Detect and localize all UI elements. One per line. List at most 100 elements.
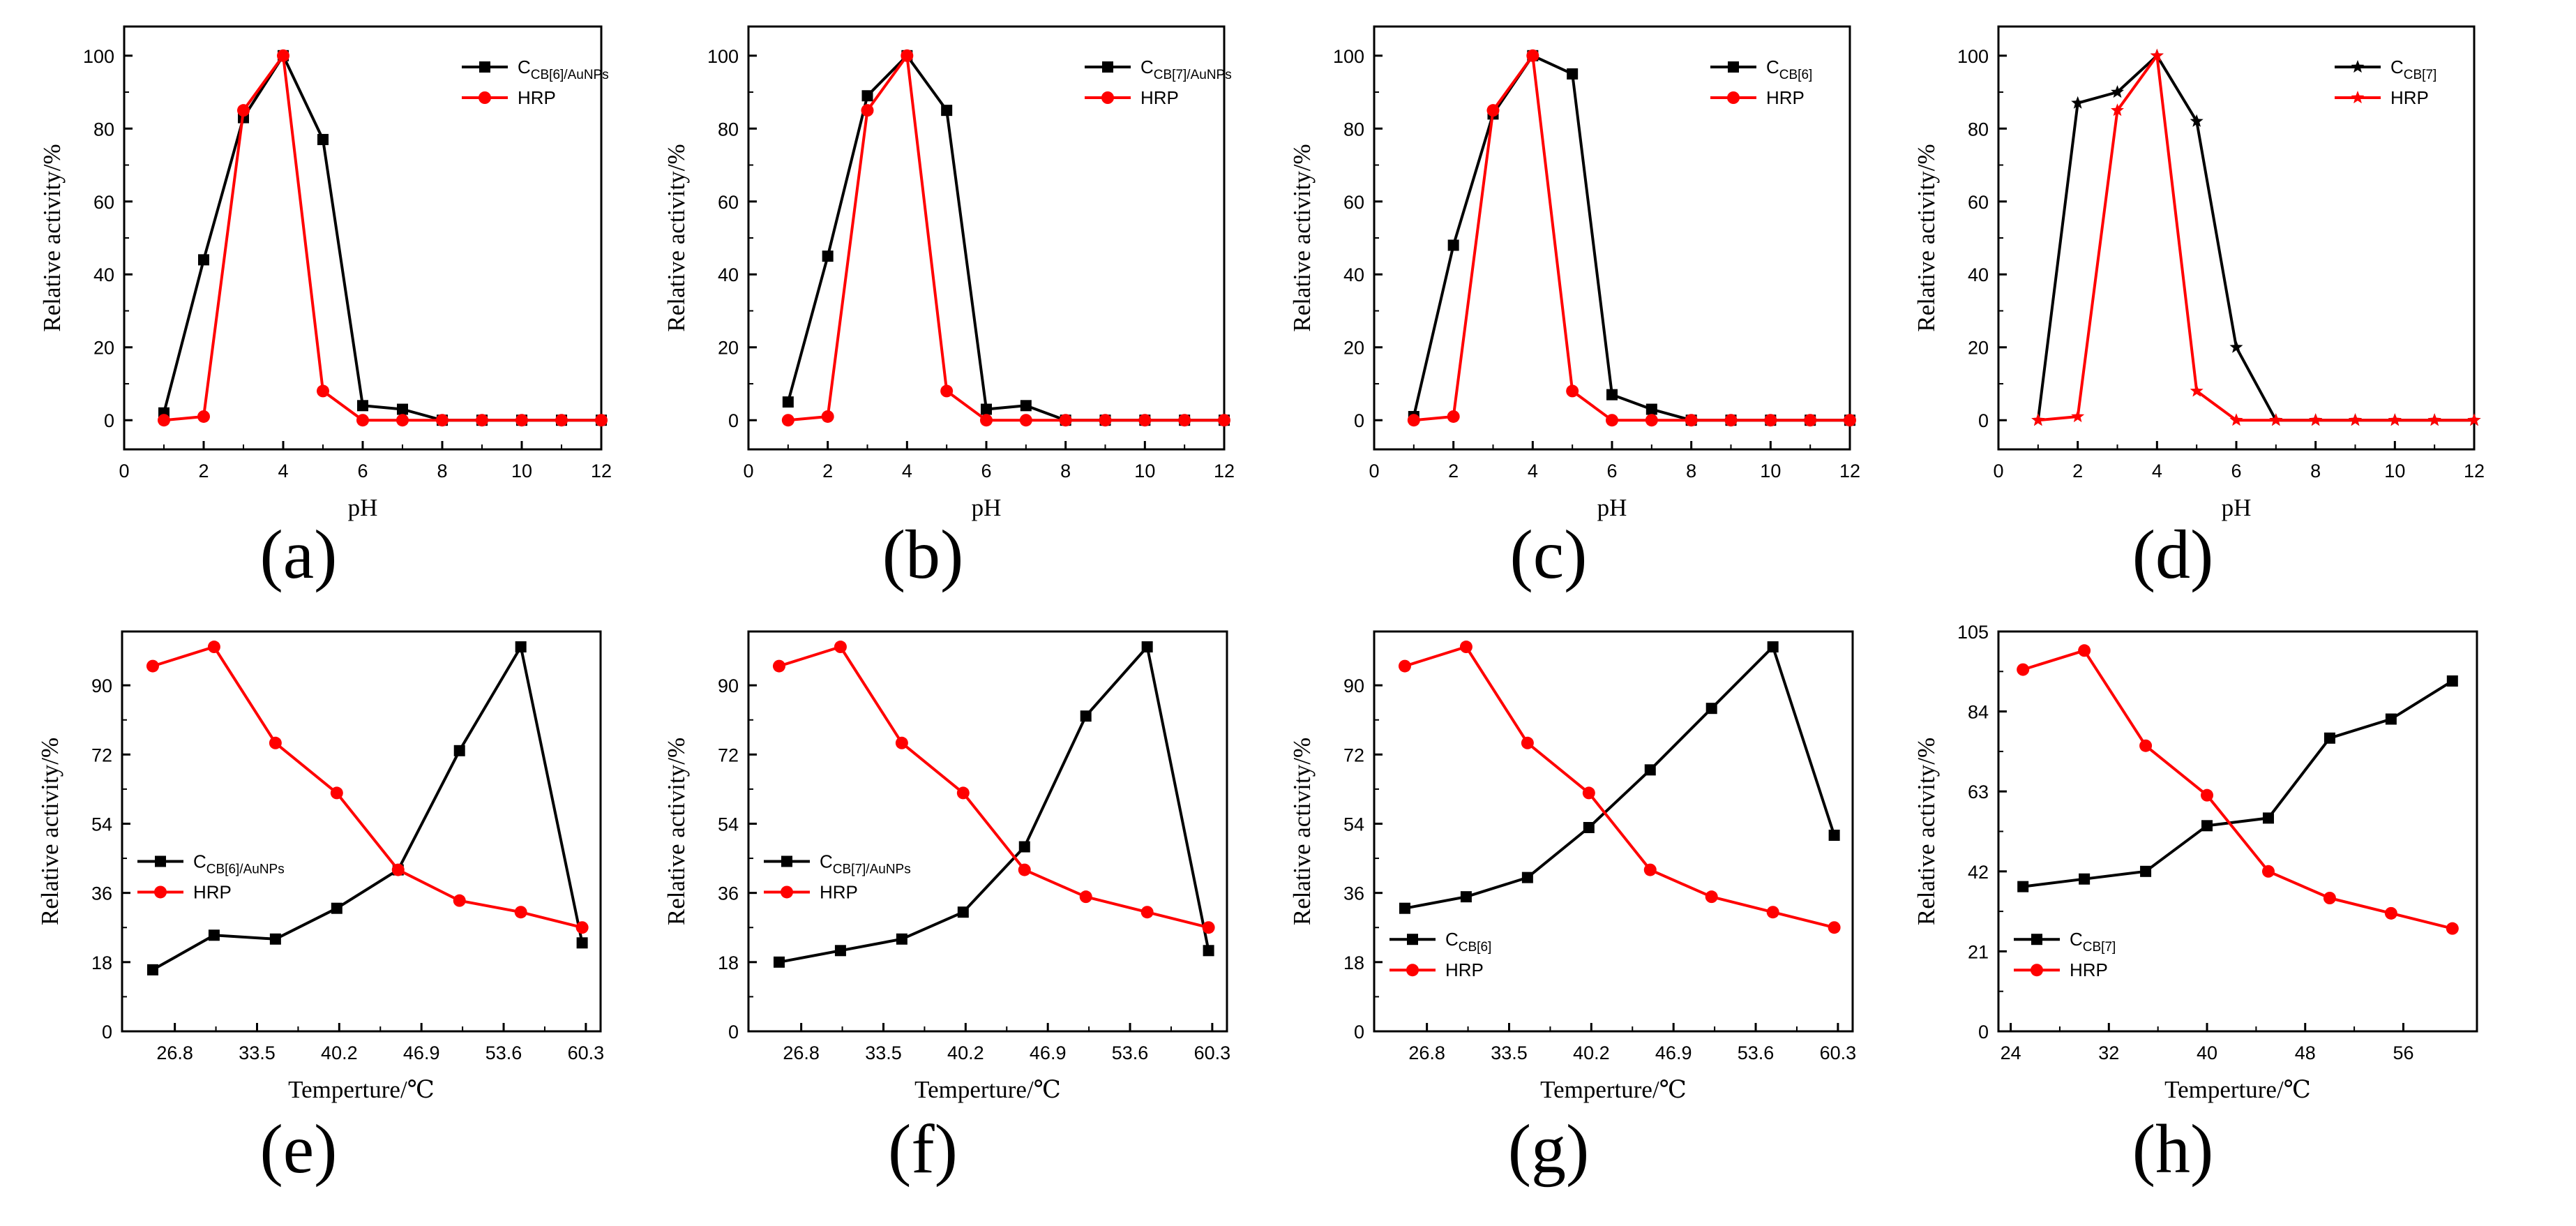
data-point: [1724, 414, 1738, 427]
x-tick-label: 2: [822, 461, 833, 481]
data-point: [981, 403, 992, 415]
y-tick-label: 20: [1968, 338, 1989, 359]
x-axis-label: Temperture/℃: [2164, 1076, 2311, 1103]
data-point: [1606, 389, 1618, 401]
x-tick-label: 26.8: [1408, 1042, 1445, 1063]
x-tick-label: 6: [357, 461, 368, 481]
series-hrp: [781, 49, 1230, 427]
y-tick-label: 90: [718, 675, 739, 696]
data-point: [208, 929, 220, 941]
y-tick-label: 0: [1978, 1022, 1989, 1042]
data-point: [1079, 890, 1092, 904]
legend-marker-1: [781, 885, 793, 899]
legend-marker-1: [479, 91, 491, 104]
series-line: [163, 54, 601, 422]
data-point: [1705, 890, 1718, 904]
series-line: [788, 54, 1224, 422]
y-tick-label: 20: [718, 338, 739, 359]
x-tick-label: 10: [1134, 461, 1155, 481]
data-point: [940, 384, 954, 398]
x-tick-label: 12: [591, 461, 612, 481]
y-tick-label: 0: [1354, 1022, 1364, 1042]
legend-marker-0: [155, 855, 166, 867]
x-tick-label: 46.9: [1655, 1042, 1692, 1063]
data-point: [2190, 114, 2204, 127]
data-point: [861, 90, 873, 102]
data-point: [2323, 892, 2336, 904]
y-tick-label: 100: [1333, 46, 1364, 67]
data-point: [1138, 414, 1152, 427]
series-line: [2022, 680, 2453, 888]
data-point: [957, 906, 969, 918]
x-tick-label: 33.5: [1491, 1042, 1528, 1063]
x-tick-label: 33.5: [239, 1042, 276, 1063]
data-point: [1447, 239, 1459, 251]
series-line: [2036, 54, 2474, 422]
data-point: [2201, 788, 2214, 802]
series-ccb: [773, 641, 1214, 968]
panel-caption: (b): [882, 516, 964, 593]
data-point: [515, 414, 528, 427]
data-point: [1645, 403, 1657, 415]
data-point: [158, 414, 170, 427]
data-point: [861, 104, 874, 117]
data-point: [2017, 881, 2029, 892]
data-point: [1583, 821, 1595, 833]
x-tick-label: 48: [2295, 1042, 2316, 1063]
data-point: [317, 384, 329, 398]
data-point: [2031, 413, 2045, 426]
data-point: [2446, 675, 2458, 687]
panel-caption: (e): [260, 1110, 338, 1188]
x-tick-label: 60.3: [1194, 1042, 1231, 1063]
data-point: [941, 105, 953, 117]
panel-caption: (f): [888, 1110, 958, 1188]
chart-panel-f: 26.8 33.5 40.2 46.9 53.6 60.3 0 18 36 54 72 90 Tempe…: [663, 630, 1231, 1188]
y-axis-label: Relative activity/%: [663, 144, 690, 331]
series-hrp: [2017, 644, 2459, 935]
y-tick-label: 42: [1968, 862, 1989, 883]
data-point: [1526, 49, 1539, 62]
panel-caption: (c): [1510, 516, 1588, 593]
y-tick-label: 60: [93, 192, 114, 213]
data-point: [397, 403, 408, 415]
legend-label-0: CCB[7]/AuNPs: [820, 851, 911, 876]
data-point: [834, 641, 847, 654]
series-line: [1413, 54, 1850, 422]
series-hrp: [1398, 641, 1841, 934]
data-point: [772, 659, 785, 673]
x-tick-label: 53.6: [485, 1042, 522, 1063]
x-tick-label: 53.6: [1738, 1042, 1775, 1063]
x-tick-label: 0: [1993, 461, 2003, 481]
data-point: [1399, 902, 1410, 914]
data-point: [1398, 659, 1411, 673]
legend-marker-0: [479, 61, 490, 73]
data-point: [821, 410, 834, 423]
data-point: [436, 414, 449, 427]
data-point: [2201, 820, 2213, 832]
data-point: [317, 133, 329, 145]
data-point: [237, 104, 250, 117]
legend-label-1: HRP: [193, 881, 232, 902]
data-point: [1218, 414, 1230, 427]
series-line: [2022, 649, 2453, 930]
y-tick-label: 20: [93, 338, 114, 359]
data-point: [146, 964, 158, 975]
plot-frame: [1373, 630, 1854, 1033]
x-tick-label: 2: [198, 461, 209, 481]
y-tick-label: 0: [102, 1022, 112, 1042]
x-tick-label: 10: [2384, 461, 2405, 481]
y-axis-label: Relative activity/%: [663, 738, 690, 925]
legend-label-1: HRP: [1445, 959, 1484, 980]
series-line: [778, 645, 1210, 929]
y-tick-label: 0: [728, 410, 739, 431]
data-point: [1566, 384, 1579, 398]
y-tick-label: 0: [104, 410, 114, 431]
legend-label-0: CCB[7]: [2390, 57, 2436, 82]
data-point: [1705, 703, 1717, 715]
data-point: [1521, 872, 1533, 883]
y-tick-label: 36: [718, 883, 739, 904]
x-tick-label: 4: [1528, 461, 1538, 481]
x-tick-label: 8: [1686, 461, 1696, 481]
x-tick-label: 40: [2197, 1042, 2217, 1063]
data-point: [1767, 641, 1779, 653]
